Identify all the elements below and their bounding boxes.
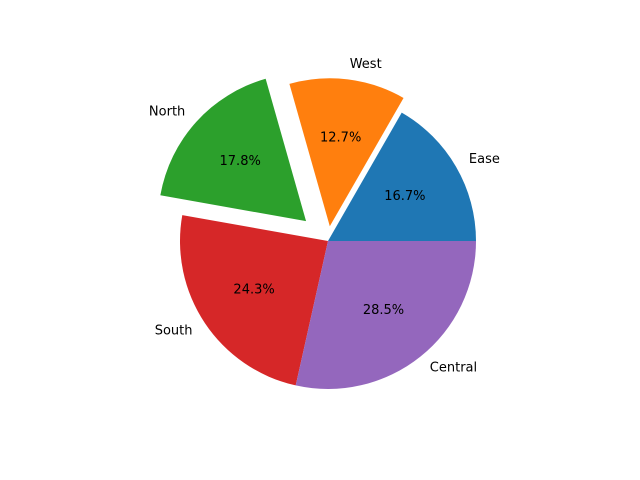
pie-slice — [160, 78, 307, 222]
slice-label: Central — [430, 361, 477, 376]
slice-label: West — [350, 57, 382, 72]
slice-percent: 12.7% — [320, 131, 361, 146]
pie-slice — [289, 78, 404, 227]
pie-slice — [295, 241, 476, 389]
slice-label: North — [149, 104, 185, 119]
slice-label: Ease — [469, 152, 500, 167]
pie-slice — [328, 112, 476, 241]
slice-percent: 24.3% — [233, 283, 274, 298]
slice-percent: 17.8% — [220, 154, 261, 169]
slice-percent: 16.7% — [384, 189, 425, 204]
slice-label: South — [155, 324, 193, 339]
slice-percent: 28.5% — [363, 303, 404, 318]
pie-slice — [180, 215, 328, 386]
